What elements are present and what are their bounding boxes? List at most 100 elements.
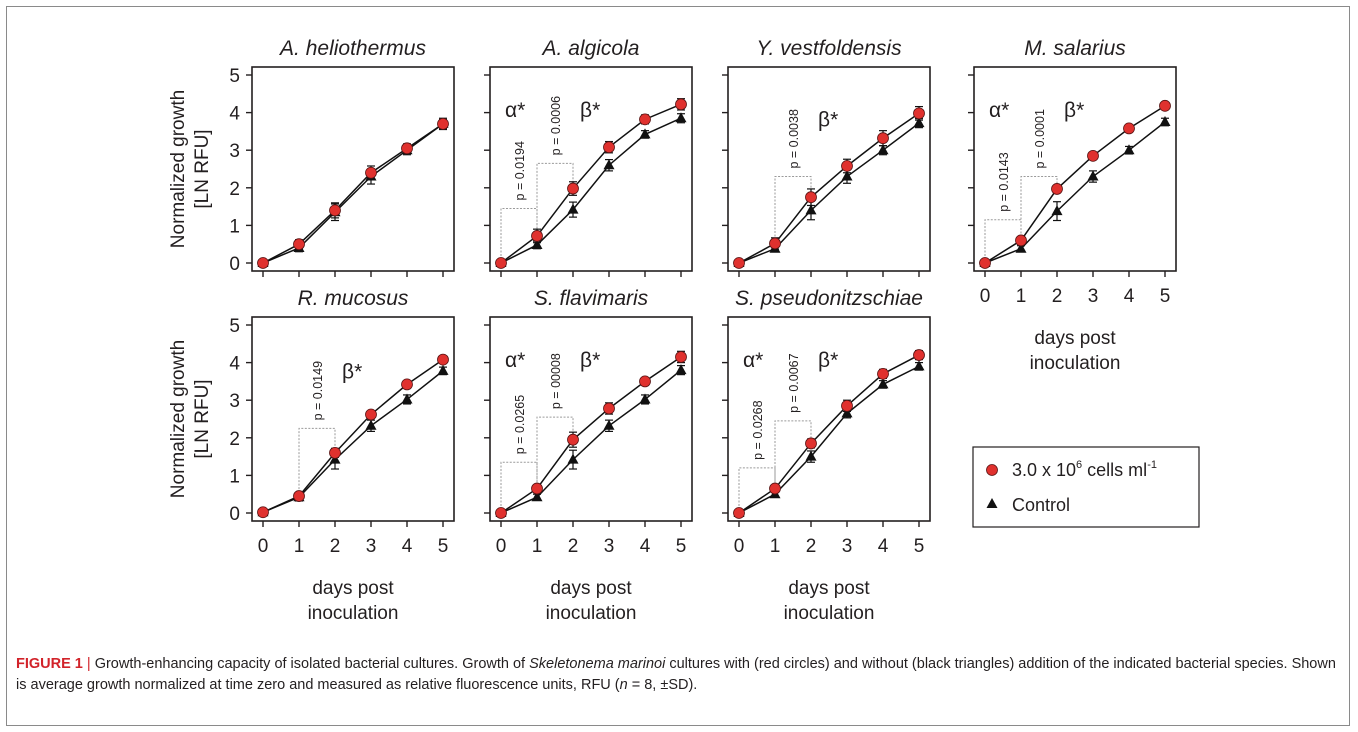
treatment-point (841, 160, 853, 172)
control-point (805, 450, 817, 461)
treatment-point (329, 446, 341, 459)
x-tick-label: 3 (604, 536, 615, 557)
series-line (738, 354, 920, 514)
treatment-point (877, 367, 889, 380)
x-tick-label: 1 (532, 536, 543, 557)
plot-frame (973, 66, 1177, 272)
chart-title: A. algicola (541, 37, 640, 60)
p-value-label: p = 0.0038 (787, 109, 801, 168)
treatment-point (805, 191, 817, 204)
significance-bracket (298, 427, 336, 497)
chart-panel: A. heliothermus 0 1 2 3 4 5 Normalized growth [L… (168, 37, 455, 277)
legend-treatment-prefix: 3.0 x 10 (1012, 460, 1076, 480)
series-line (262, 370, 444, 513)
treatment-point (769, 482, 781, 495)
treatment-point (293, 490, 305, 502)
control-point (567, 453, 579, 464)
control-point (1087, 170, 1099, 181)
x-tick-label: 2 (330, 536, 341, 557)
legend-treatment-exp: 6 (1076, 459, 1082, 471)
control-point (1051, 205, 1063, 216)
series-line (262, 123, 444, 264)
y-axis-label: Normalized growth [LN RFU] (168, 340, 213, 498)
control-point (913, 360, 925, 371)
y-tick-label: 2 (229, 429, 240, 450)
treatment-point (1051, 183, 1063, 195)
control-point (401, 393, 413, 404)
significance-bracket (500, 461, 538, 513)
series-line (984, 121, 1166, 264)
legend-treatment-marker (986, 464, 998, 476)
y-axis-label-line1: Normalized growth (168, 340, 189, 498)
p-value-label: p = 0.0268 (751, 400, 765, 459)
chart-panel: S. flavimaris 0 1 2 3 4 5 days post inoculation p… (484, 287, 693, 624)
legend: 3.0 x 106 cells ml-1 Control (972, 446, 1200, 528)
chart-title: M. salarius (1024, 37, 1126, 60)
x-axis-label-line1: days post (550, 578, 632, 599)
x-tick-label: 5 (1160, 286, 1171, 307)
treatment-point (1015, 234, 1027, 247)
y-tick-label: 5 (229, 316, 240, 337)
treatment-point (401, 142, 413, 155)
treatment-point (913, 349, 925, 361)
significance-symbol: β* (818, 349, 838, 372)
x-tick-label: 4 (878, 536, 889, 557)
control-point (531, 238, 543, 249)
treatment-point (365, 408, 377, 421)
control-point (567, 203, 579, 214)
treatment-point (675, 351, 687, 363)
legend-control-marker (986, 498, 998, 508)
y-tick-label: 5 (229, 66, 240, 87)
significance-symbol: β* (580, 349, 600, 372)
x-tick-label: 5 (438, 536, 449, 557)
treatment-point (365, 166, 377, 179)
treatment-point (733, 507, 745, 519)
p-value-label: p = 0.0194 (513, 141, 527, 200)
treatment-point (257, 506, 269, 519)
control-point (805, 204, 817, 215)
significance-symbol: β* (580, 99, 600, 122)
y-tick-label: 2 (229, 179, 240, 200)
significance-bracket (984, 219, 1022, 263)
treatment-point (437, 353, 449, 366)
chart-title: Y. vestfoldensis (756, 37, 902, 60)
treatment-point (841, 399, 853, 412)
series-line (984, 105, 1166, 264)
figure-frame (6, 6, 1350, 726)
figure-caption: FIGURE 1 | Growth-enhancing capacity of … (16, 654, 1336, 696)
series-line (500, 369, 682, 514)
x-axis-label-line2: inoculation (546, 603, 637, 624)
control-point (639, 128, 651, 139)
treatment-point (437, 117, 449, 130)
caption-text-2: cultures with (red circles) and without … (16, 656, 1336, 693)
legend-box (972, 446, 1200, 528)
chart-panel: A. algicola p = 0.0194 α* p = 0.0006 β* (484, 37, 693, 277)
treatment-point (979, 257, 991, 269)
x-axis-label-line2: inoculation (308, 603, 399, 624)
x-axis-label-line1: days post (312, 578, 394, 599)
control-point (531, 491, 543, 502)
caption-species: Skeletonema marinoi (529, 656, 666, 672)
y-tick-label: 3 (229, 391, 240, 412)
x-tick-label: 1 (770, 536, 781, 557)
control-point (365, 419, 377, 430)
y-axis-label-line1: Normalized growth (168, 90, 189, 248)
control-point (877, 144, 889, 155)
significance-symbol: β* (818, 109, 838, 132)
p-value-label: p = 0.0265 (513, 395, 527, 454)
treatment-point (495, 257, 507, 269)
treatment-point (495, 507, 507, 519)
x-tick-label: 4 (402, 536, 413, 557)
x-axis-label-line2: inoculation (784, 603, 875, 624)
y-tick-label: 0 (229, 254, 240, 275)
series-line (738, 122, 920, 264)
treatment-point (603, 402, 615, 415)
y-tick-label: 4 (229, 354, 240, 375)
y-tick-label: 0 (229, 504, 240, 525)
plot-frame (727, 316, 931, 522)
y-tick-label: 1 (229, 216, 240, 237)
significance-bracket (536, 162, 574, 236)
control-point (1123, 144, 1135, 155)
plot-frame (727, 66, 931, 272)
